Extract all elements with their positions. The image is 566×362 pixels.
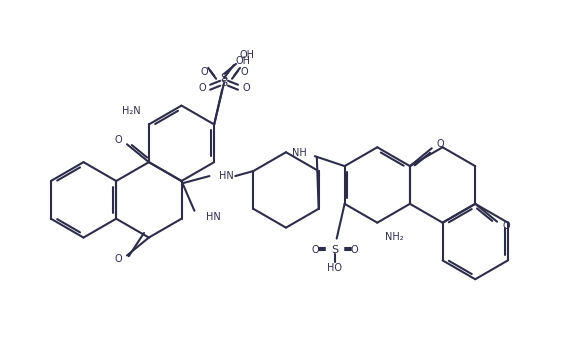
Text: S: S <box>331 245 338 256</box>
Text: O: O <box>242 83 250 93</box>
Text: HO: HO <box>327 263 342 273</box>
Text: O: O <box>311 245 319 256</box>
Text: O: O <box>502 221 510 231</box>
Text: OH: OH <box>236 56 251 66</box>
Text: S: S <box>221 78 228 88</box>
Text: NH: NH <box>292 148 307 158</box>
Text: O: O <box>240 67 248 77</box>
Text: O: O <box>437 139 444 149</box>
Text: OH: OH <box>240 50 255 60</box>
Text: H₂N: H₂N <box>122 106 141 115</box>
Text: O: O <box>199 83 206 93</box>
Text: HN: HN <box>220 171 234 181</box>
Text: O: O <box>114 254 122 264</box>
Text: O: O <box>351 245 358 256</box>
Text: HN: HN <box>207 212 221 222</box>
Text: O: O <box>114 135 122 145</box>
Text: S: S <box>221 73 228 83</box>
Text: NH₂: NH₂ <box>385 232 404 241</box>
Text: O: O <box>200 67 208 77</box>
